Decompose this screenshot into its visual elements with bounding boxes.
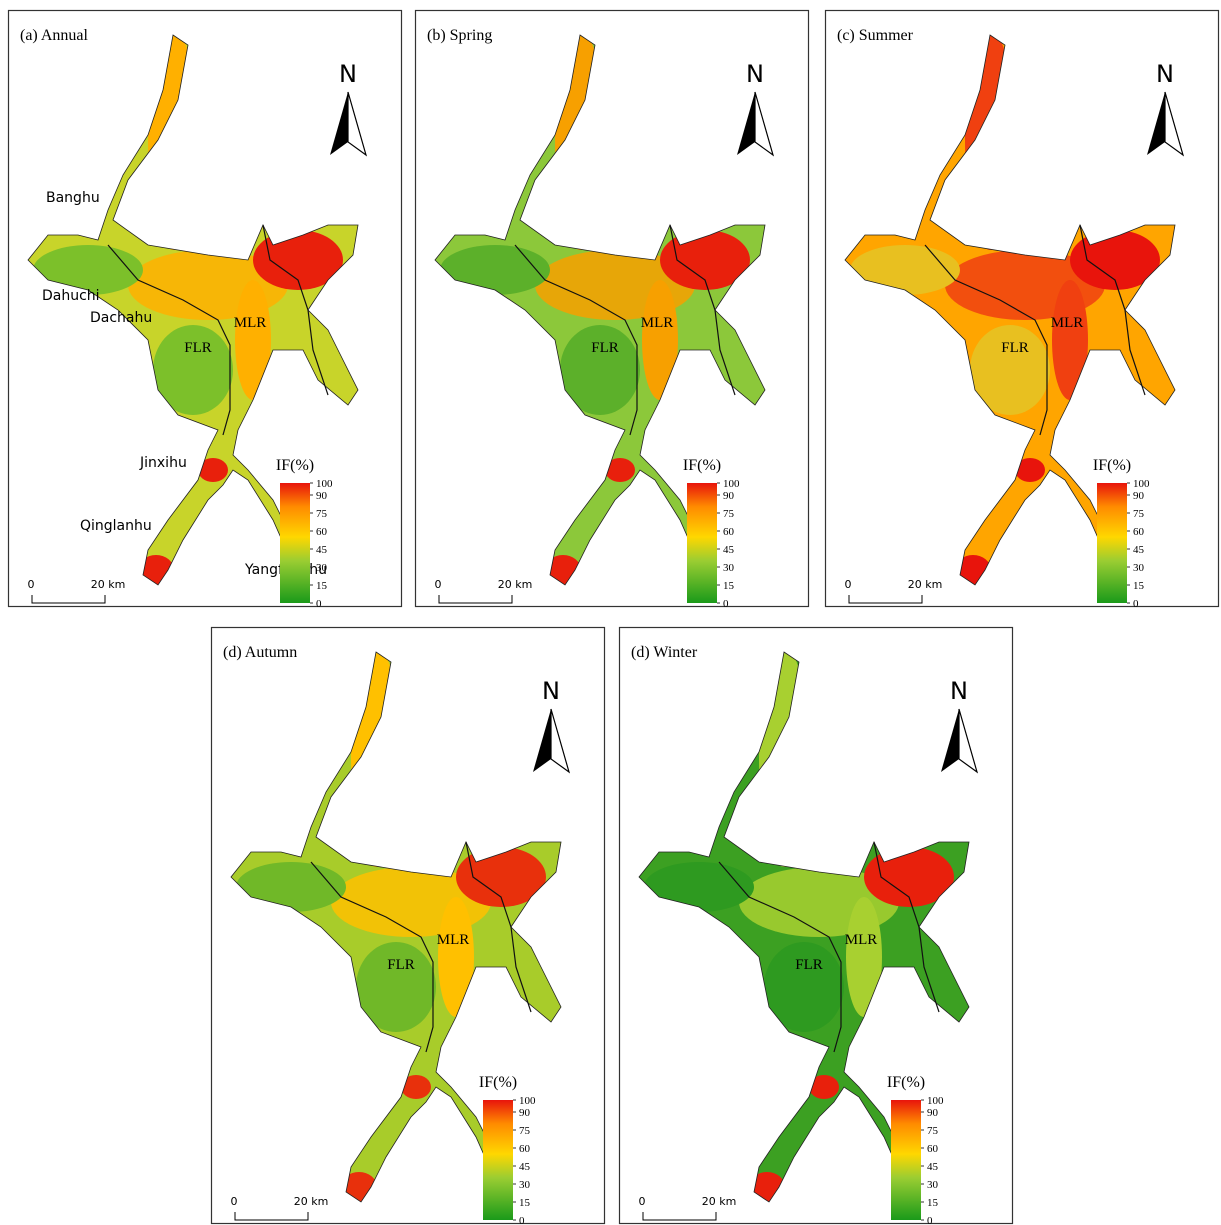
place-label: Jinxihu bbox=[139, 455, 187, 471]
legend-title: IF(%) bbox=[683, 457, 721, 474]
colorbar-tick-label: 45 bbox=[723, 544, 735, 556]
region-label: MLR bbox=[1051, 315, 1084, 331]
colorbar-tick-label: 60 bbox=[927, 1143, 939, 1155]
north-label: N bbox=[950, 677, 968, 705]
colorbar-tick-label: 15 bbox=[723, 580, 735, 592]
colorbar bbox=[687, 483, 717, 603]
colorbar-tick-label: 15 bbox=[927, 1197, 939, 1209]
legend-title: IF(%) bbox=[1093, 457, 1131, 474]
colorbar-tick-label: 100 bbox=[519, 1095, 536, 1107]
region-label: MLR bbox=[641, 315, 674, 331]
region-label: FLR bbox=[795, 957, 823, 973]
map-panel: (d) Winter N FLR MLR IF(%)10090 75 60 45 30 15 0 0 2… bbox=[620, 628, 1013, 1225]
scale-label: 0 bbox=[845, 578, 852, 591]
scale-label: 0 bbox=[639, 1195, 646, 1208]
colorbar-tick-label: 75 bbox=[1133, 508, 1145, 520]
colorbar-tick-label: 0 bbox=[1133, 598, 1139, 610]
colorbar-tick-label: 15 bbox=[316, 580, 328, 592]
colorbar-tick-label: 30 bbox=[723, 562, 735, 574]
region-label: MLR bbox=[437, 932, 470, 948]
colorbar-tick-label: 0 bbox=[927, 1215, 933, 1225]
colorbar-tick-label: 90 bbox=[519, 1107, 531, 1119]
legend-title: IF(%) bbox=[887, 1074, 925, 1091]
colorbar-tick-label: 45 bbox=[1133, 544, 1145, 556]
legend-title: IF(%) bbox=[479, 1074, 517, 1091]
legend-title: IF(%) bbox=[276, 457, 314, 474]
map-panel: (c) Summer N FLR MLR IF(%)10090 75 60 45 30 15 0 0 2… bbox=[826, 11, 1219, 611]
scale-label: 0 bbox=[435, 578, 442, 591]
colorbar-tick-label: 75 bbox=[927, 1125, 939, 1137]
colorbar-tick-label: 60 bbox=[723, 526, 735, 538]
region-label: MLR bbox=[845, 932, 878, 948]
colorbar-tick-label: 0 bbox=[316, 598, 322, 610]
colorbar bbox=[483, 1100, 513, 1220]
colorbar-tick-label: 75 bbox=[723, 508, 735, 520]
scale-label: 0 bbox=[231, 1195, 238, 1208]
colorbar bbox=[280, 483, 310, 603]
map-panel: (a) Annual N FLR MLR Banghu Dahuchi Dachahu Jin… bbox=[9, 11, 402, 611]
colorbar-tick-label: 15 bbox=[519, 1197, 531, 1209]
colorbar-tick-label: 0 bbox=[723, 598, 729, 610]
colorbar-tick-label: 90 bbox=[723, 490, 735, 502]
colorbar-tick-label: 90 bbox=[316, 490, 328, 502]
place-label: Qinglanhu bbox=[80, 518, 152, 534]
panel-title: (d) Winter bbox=[631, 644, 698, 661]
colorbar bbox=[891, 1100, 921, 1220]
panel-title: (d) Autumn bbox=[223, 644, 297, 661]
colorbar-tick-label: 45 bbox=[519, 1161, 531, 1173]
place-label: Banghu bbox=[46, 190, 100, 206]
scale-label: 20 km bbox=[498, 578, 533, 591]
colorbar-tick-label: 30 bbox=[519, 1179, 531, 1191]
region-label: FLR bbox=[1001, 340, 1029, 356]
panel-title: (c) Summer bbox=[837, 27, 914, 44]
colorbar-tick-label: 60 bbox=[1133, 526, 1145, 538]
place-label: Dahuchi bbox=[42, 288, 100, 304]
colorbar-tick-label: 15 bbox=[1133, 580, 1145, 592]
scale-label: 20 km bbox=[702, 1195, 737, 1208]
colorbar-tick-label: 90 bbox=[1133, 490, 1145, 502]
place-label: Dachahu bbox=[90, 310, 152, 326]
region-label: FLR bbox=[387, 957, 415, 973]
colorbar-tick-label: 30 bbox=[316, 562, 328, 574]
panel-title: (a) Annual bbox=[20, 27, 89, 44]
colorbar-tick-label: 60 bbox=[519, 1143, 531, 1155]
north-label: N bbox=[339, 60, 357, 88]
colorbar-tick-label: 60 bbox=[316, 526, 328, 538]
colorbar-tick-label: 0 bbox=[519, 1215, 525, 1225]
north-label: N bbox=[1156, 60, 1174, 88]
region-label: MLR bbox=[234, 315, 267, 331]
colorbar-tick-label: 45 bbox=[316, 544, 328, 556]
region-label: FLR bbox=[184, 340, 212, 356]
colorbar bbox=[1097, 483, 1127, 603]
panel-title: (b) Spring bbox=[427, 27, 492, 44]
scale-label: 0 bbox=[28, 578, 35, 591]
north-label: N bbox=[746, 60, 764, 88]
region-label: FLR bbox=[591, 340, 619, 356]
colorbar-tick-label: 30 bbox=[927, 1179, 939, 1191]
colorbar-tick-label: 75 bbox=[519, 1125, 531, 1137]
colorbar-tick-label: 100 bbox=[1133, 478, 1150, 490]
figure: (a) Annual N FLR MLR Banghu Dahuchi Dachahu Jin… bbox=[0, 0, 1221, 1225]
colorbar-tick-label: 75 bbox=[316, 508, 328, 520]
scale-label: 20 km bbox=[91, 578, 126, 591]
colorbar-tick-label: 100 bbox=[927, 1095, 944, 1107]
colorbar-tick-label: 100 bbox=[723, 478, 740, 490]
colorbar-tick-label: 100 bbox=[316, 478, 333, 490]
north-label: N bbox=[542, 677, 560, 705]
colorbar-tick-label: 30 bbox=[1133, 562, 1145, 574]
scale-label: 20 km bbox=[908, 578, 943, 591]
colorbar-tick-label: 90 bbox=[927, 1107, 939, 1119]
colorbar-tick-label: 45 bbox=[927, 1161, 939, 1173]
scale-label: 20 km bbox=[294, 1195, 329, 1208]
